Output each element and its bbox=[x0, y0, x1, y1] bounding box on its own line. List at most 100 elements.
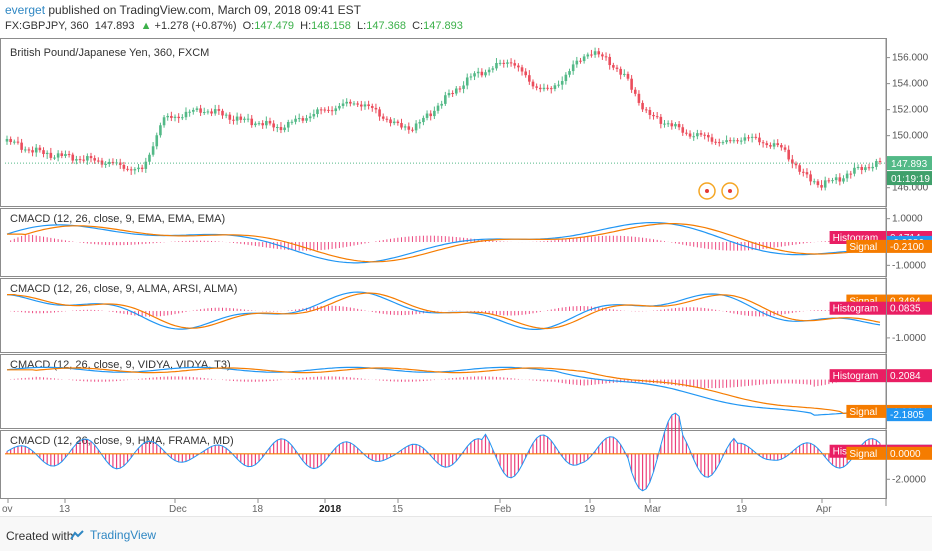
change-value: +1.278 (+0.87%) bbox=[154, 20, 237, 32]
candle-body bbox=[433, 110, 436, 117]
candle-body bbox=[546, 87, 549, 89]
candle-body bbox=[809, 174, 812, 182]
candle-body bbox=[769, 145, 772, 147]
candle-body bbox=[217, 109, 221, 111]
candle-body bbox=[345, 101, 349, 104]
y-tick-label: -1.0000 bbox=[892, 260, 926, 271]
candle-body bbox=[294, 118, 297, 122]
candle-body bbox=[688, 133, 692, 137]
candle-body bbox=[111, 161, 115, 164]
candle-body bbox=[553, 85, 557, 89]
candle-body bbox=[148, 154, 151, 162]
x-tick-label: Dec bbox=[169, 504, 187, 515]
candle-body bbox=[64, 154, 67, 157]
candle-body bbox=[549, 88, 553, 90]
y-tick-label: 1.0000 bbox=[892, 214, 923, 225]
candle-body bbox=[677, 124, 681, 128]
candle-body bbox=[191, 109, 195, 112]
candle-body bbox=[652, 114, 655, 117]
x-tick-label: Feb bbox=[494, 504, 512, 515]
chart-area[interactable]: ov 13 Dec 18 2018 15 Feb 19 Mar 19 Apr British Poun… bbox=[0, 36, 932, 516]
candle-body bbox=[16, 141, 20, 143]
candle-body bbox=[805, 172, 809, 175]
candle-body bbox=[626, 73, 630, 79]
candle-body bbox=[538, 87, 542, 90]
candle-body bbox=[495, 63, 498, 69]
candle-body bbox=[586, 54, 590, 57]
candle-body bbox=[239, 116, 243, 120]
candle-body bbox=[290, 121, 294, 123]
series-value-label: -2.1805 bbox=[890, 410, 924, 421]
candle-body bbox=[93, 158, 96, 161]
candle-body bbox=[235, 116, 239, 121]
candle-body bbox=[725, 140, 728, 143]
candle-body bbox=[827, 180, 831, 182]
candle-body bbox=[378, 109, 381, 117]
candle-body bbox=[89, 156, 93, 159]
candle-body bbox=[674, 124, 677, 127]
candle-body bbox=[644, 109, 648, 111]
candle-body bbox=[608, 56, 611, 66]
author-link[interactable]: everget bbox=[5, 3, 46, 17]
series-name-badge bbox=[846, 404, 886, 418]
y-tick-label: 152.000 bbox=[892, 105, 929, 116]
candle-body bbox=[170, 115, 173, 118]
candle-body bbox=[867, 167, 871, 169]
candle-body bbox=[356, 103, 359, 105]
series-value-label: 0.2084 bbox=[890, 371, 921, 382]
candle-body bbox=[615, 67, 619, 69]
last-price: 147.893 bbox=[94, 20, 135, 32]
candle-body bbox=[787, 149, 790, 160]
signal-marker-dot bbox=[705, 189, 709, 193]
candle-body bbox=[739, 140, 743, 142]
candle-body bbox=[385, 118, 389, 120]
candle-body bbox=[513, 63, 517, 66]
candle-body bbox=[107, 161, 111, 164]
candle-body bbox=[422, 117, 425, 123]
candle-body bbox=[13, 141, 16, 143]
footer: Created with TradingView bbox=[0, 516, 932, 551]
brand-label: TradingView bbox=[90, 528, 157, 542]
candle-body bbox=[747, 137, 750, 139]
candle-body bbox=[801, 171, 805, 173]
candle-body bbox=[612, 65, 615, 68]
candle-body bbox=[838, 177, 842, 182]
close-value: 147.893 bbox=[423, 20, 463, 32]
candle-body bbox=[162, 117, 166, 126]
macd-line bbox=[6, 366, 881, 416]
candle-body bbox=[5, 138, 9, 142]
signal-line bbox=[7, 292, 881, 330]
tradingview-logo[interactable]: TradingView bbox=[70, 528, 156, 542]
candle-body bbox=[707, 134, 710, 138]
candle-body bbox=[601, 54, 604, 57]
candle-body bbox=[20, 142, 23, 150]
candle-body bbox=[473, 73, 476, 77]
candle-body bbox=[458, 88, 462, 90]
x-tick-label: 15 bbox=[392, 504, 404, 515]
up-arrow-icon: ▲ bbox=[140, 20, 152, 32]
candle-body bbox=[254, 123, 257, 126]
candle-body bbox=[571, 64, 575, 72]
candle-body bbox=[783, 147, 787, 150]
symbol-label[interactable]: FX:GBPJPY, 360 bbox=[5, 20, 89, 32]
candle-body bbox=[188, 111, 191, 113]
candle-body bbox=[38, 147, 42, 151]
x-tick-label: ov bbox=[2, 504, 13, 515]
candle-body bbox=[856, 166, 860, 168]
candle-body bbox=[184, 111, 188, 118]
chart-svg[interactable]: ov 13 Dec 18 2018 15 Feb 19 Mar 19 Apr British Poun… bbox=[0, 36, 932, 516]
candle-body bbox=[129, 169, 133, 171]
candle-body bbox=[849, 173, 853, 175]
candle-body bbox=[257, 123, 261, 125]
candle-body bbox=[42, 150, 45, 155]
high-value: 148.158 bbox=[311, 20, 351, 32]
pane-frame-0 bbox=[0, 38, 887, 207]
candle-body bbox=[301, 118, 305, 121]
candle-body bbox=[414, 123, 418, 131]
candle-body bbox=[45, 152, 49, 155]
candle-body bbox=[363, 104, 367, 107]
series-value-badge bbox=[887, 446, 932, 460]
candle-body bbox=[228, 114, 232, 120]
series-value-badge bbox=[887, 301, 932, 315]
x-tick-label: 19 bbox=[736, 504, 748, 515]
